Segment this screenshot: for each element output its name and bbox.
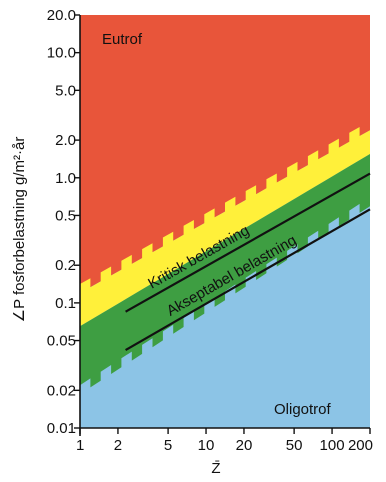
y-tick-label: 0.01 <box>47 420 76 437</box>
y-tick-label: 10.0 <box>47 45 76 62</box>
green-transition-band <box>80 154 370 388</box>
x-tick-label: 1 <box>76 437 84 454</box>
x-axis-title: Z̄ <box>211 460 220 477</box>
x-tick-label: 2 <box>114 437 122 454</box>
y-tick-label: 2.0 <box>55 132 76 149</box>
y-tick-label: 5.0 <box>55 82 76 99</box>
series-layer <box>125 172 371 351</box>
x-tick-label: 5 <box>164 437 172 454</box>
yellow-transition-band <box>80 127 370 327</box>
region-label-eutrof: Eutrof <box>102 31 143 48</box>
y-tick-label: 0.5 <box>55 207 76 224</box>
y-tick-label: 0.02 <box>47 382 76 399</box>
x-tick-label: 100 <box>320 437 345 454</box>
series-line-akseptabel <box>125 208 371 351</box>
y-axis-title: ∠P fosforbelastning g/m²·år <box>11 137 28 323</box>
y-tick-label: 0.05 <box>47 333 76 350</box>
region-label-oligotrof: Oligotrof <box>274 401 332 418</box>
x-tick-label: 20 <box>236 437 253 454</box>
x-tick-label: 50 <box>286 437 303 454</box>
y-tick-label: 20.0 <box>47 7 76 24</box>
x-tick-label: 200 <box>348 437 373 454</box>
y-tick-label: 0.1 <box>55 295 76 312</box>
y-tick-label: 0.2 <box>55 257 76 274</box>
axes: 0.01 0.02 0.05 0.1 0.2 0.5 1.0 2.0 5.0 10.0 20.0 1 2… <box>47 7 373 454</box>
eutrof-region <box>80 15 370 293</box>
series-line-kritisk <box>125 172 371 313</box>
y-tick-label: 1.0 <box>55 170 76 187</box>
plot-area <box>80 15 370 428</box>
x-tick-label: 10 <box>198 437 215 454</box>
